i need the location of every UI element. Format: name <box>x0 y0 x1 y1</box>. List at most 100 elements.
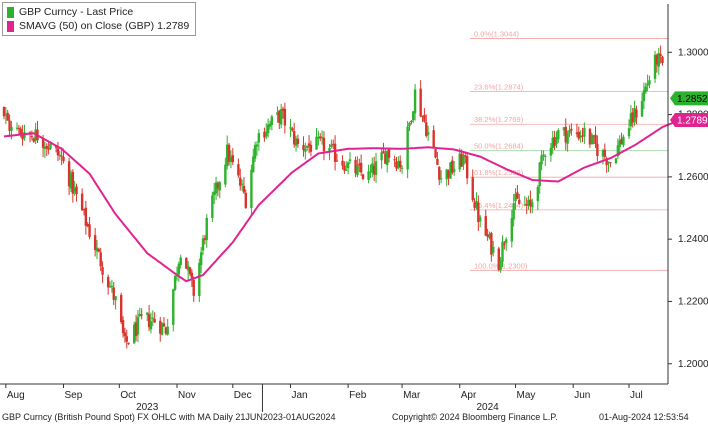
candle-body <box>346 162 350 169</box>
candle-body <box>426 132 430 135</box>
candle-body <box>244 193 248 208</box>
candle-body <box>281 108 285 111</box>
candle-body <box>278 110 281 123</box>
candle-body <box>371 163 374 173</box>
candle-body <box>384 153 387 164</box>
legend-swatch-price <box>7 6 14 18</box>
candle-body <box>655 54 659 65</box>
candle-body <box>162 323 166 327</box>
candle-body <box>341 160 344 166</box>
candle-body <box>562 127 566 131</box>
candle-body <box>410 120 413 122</box>
candle-body <box>348 159 352 162</box>
candle-body <box>382 151 385 154</box>
candle-body <box>512 203 515 220</box>
candle-body <box>304 148 307 152</box>
candle-body <box>484 216 487 236</box>
candle-body <box>86 223 89 227</box>
candle-body <box>307 143 311 146</box>
candle-body <box>8 120 11 131</box>
candle-body <box>114 296 117 301</box>
candle-body <box>575 132 579 134</box>
candle-body <box>21 134 24 140</box>
candle-body <box>590 134 593 145</box>
candle-body <box>173 275 177 290</box>
candle-body <box>640 100 644 117</box>
candle-body <box>633 107 636 123</box>
x-tick-label: Aug <box>7 390 25 401</box>
fib-level-lines: 0.0%(1.3044) 23.6%(1.2874) 38.2%(1.2769) 50… <box>470 30 668 271</box>
candle-body <box>525 204 528 206</box>
candle-body <box>465 156 469 179</box>
candle-body <box>47 148 50 150</box>
candle-body <box>266 124 270 134</box>
candle-body <box>328 148 331 152</box>
candle-body <box>486 234 489 237</box>
candle-body <box>492 246 495 253</box>
candle-body <box>319 136 322 139</box>
candle-body <box>653 54 657 79</box>
candle-body <box>570 128 573 131</box>
candle-body <box>555 137 558 144</box>
candle-body <box>657 53 660 67</box>
candle-body <box>140 314 143 316</box>
candle-body <box>106 276 110 288</box>
candle-body <box>393 159 396 161</box>
legend-label-ma: SMAVG (50) on Close (GBP) 1.2789 <box>19 20 190 32</box>
candle-body <box>421 115 424 117</box>
x-tick-label: Dec <box>234 390 252 401</box>
candle-body <box>296 138 300 144</box>
candle-body <box>477 202 480 223</box>
candle-body <box>464 155 467 157</box>
x-tick-label: Apr <box>461 390 477 401</box>
fib-label: 0.0%(1.3044) <box>474 30 520 39</box>
candle-body <box>239 177 242 186</box>
candle-body <box>125 336 128 342</box>
candle-body <box>372 165 376 175</box>
candle-body <box>462 155 465 165</box>
candle-body <box>395 161 398 169</box>
candle-body <box>436 158 439 165</box>
candle-body <box>229 157 233 162</box>
candle-body <box>226 144 229 167</box>
footer-description: GBP Curncy (British Pound Spot) FX OHLC … <box>2 412 336 422</box>
candle-body <box>250 169 253 209</box>
candle-body <box>529 199 532 206</box>
candle-body <box>146 312 149 315</box>
candle-body <box>367 171 370 180</box>
candle-body <box>159 320 162 334</box>
year-label: 2023 <box>136 402 159 413</box>
chart-footer: GBP Curncy (British Pound Spot) FX OHLC … <box>0 412 708 425</box>
x-tick-label: Jun <box>574 390 590 401</box>
legend-item-price: GBP Curncy - Last Price <box>7 5 189 19</box>
candle-body <box>458 153 461 170</box>
candle-body <box>579 135 582 138</box>
candle-body <box>538 162 541 187</box>
candle-body <box>227 144 231 162</box>
candle-body <box>460 153 463 167</box>
candle-body <box>192 279 195 296</box>
candle-body <box>603 149 607 157</box>
candle-body <box>60 155 63 157</box>
candle-body <box>15 127 19 129</box>
x-tick-label: May <box>517 390 536 401</box>
candle-body <box>198 262 201 297</box>
candle-body <box>335 160 339 162</box>
candle-body <box>289 127 292 129</box>
candle-body <box>73 188 76 192</box>
candle-body <box>609 162 612 164</box>
candle-body <box>439 178 443 180</box>
candle-body <box>330 144 333 147</box>
candle-body <box>201 238 205 251</box>
candle-body <box>581 135 584 137</box>
candle-body <box>218 182 221 191</box>
candle-body <box>356 164 359 176</box>
candle-body <box>17 128 21 130</box>
candle-body <box>577 131 580 139</box>
candle-body <box>553 137 556 146</box>
candle-body <box>123 332 127 337</box>
x-tick-label: Nov <box>178 390 196 401</box>
candle-body <box>309 144 313 152</box>
candle-body <box>359 162 363 173</box>
candle-body <box>67 161 71 187</box>
